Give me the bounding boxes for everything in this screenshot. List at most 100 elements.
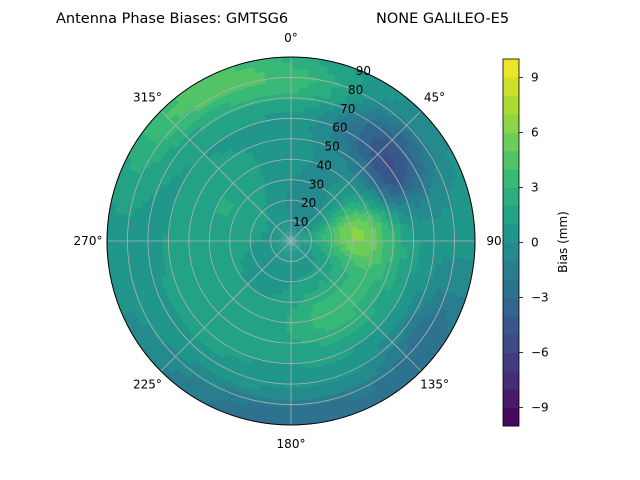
heatmap-cell	[321, 269, 328, 277]
heatmap-cell	[302, 234, 310, 238]
heatmap-cell	[310, 270, 317, 278]
heatmap-cell	[364, 241, 372, 247]
heatmap-cell	[279, 243, 286, 247]
heatmap-cell	[339, 241, 347, 245]
heatmap-cell	[138, 262, 148, 274]
heatmap-cell	[307, 348, 316, 357]
heatmap-cell	[338, 277, 347, 285]
heatmap-cell	[259, 266, 267, 274]
heatmap-cell	[259, 274, 266, 282]
heatmap-cell	[349, 203, 358, 212]
heatmap-cell	[295, 244, 302, 249]
heatmap-cell	[293, 308, 299, 316]
heatmap-cell	[283, 252, 287, 259]
heatmap-cell	[272, 124, 281, 132]
heatmap-cell	[257, 307, 265, 316]
heatmap-cell	[306, 259, 312, 266]
heatmap-cell	[287, 222, 290, 230]
heatmap-cell	[269, 250, 277, 256]
heatmap-cell	[413, 234, 421, 243]
heatmap-cell	[273, 193, 279, 201]
heatmap-cell	[264, 262, 271, 269]
heatmap-cell	[431, 241, 439, 251]
heatmap-cell	[256, 300, 264, 309]
radial-tick-label: 40	[317, 158, 332, 172]
heatmap-cell	[315, 359, 325, 368]
heatmap-cell	[255, 203, 263, 211]
heatmap-cell	[321, 205, 329, 213]
heatmap-cell	[327, 260, 336, 267]
heatmap-cell	[308, 195, 315, 203]
heatmap-cell	[306, 228, 314, 233]
heatmap-cell	[307, 75, 319, 84]
heatmap-cell	[305, 201, 312, 209]
heatmap-cell	[297, 225, 303, 232]
heatmap-cell	[258, 265, 265, 272]
heatmap-cell	[270, 355, 279, 364]
heatmap-cell	[284, 338, 291, 346]
heatmap-cell	[446, 206, 456, 218]
heatmap-cell	[281, 217, 286, 224]
heatmap-cell	[175, 257, 184, 266]
heatmap-cell	[304, 106, 314, 115]
heatmap-cell	[301, 186, 307, 194]
heatmap-cell	[245, 205, 254, 213]
heatmap-cell	[448, 215, 457, 226]
heatmap-cell	[285, 246, 289, 253]
heatmap-cell	[265, 81, 277, 90]
heatmap-cell	[399, 252, 408, 261]
heatmap-cell	[448, 257, 457, 269]
heatmap-cell	[291, 166, 296, 174]
heatmap-cell	[303, 112, 313, 121]
heatmap-cell	[294, 245, 300, 252]
heatmap-cell	[305, 215, 311, 223]
heatmap-cell	[314, 231, 322, 235]
heatmap-cell	[271, 267, 278, 275]
heatmap-cell	[353, 261, 362, 269]
heatmap-cell	[310, 221, 317, 227]
heatmap-cell	[261, 268, 268, 275]
heatmap-cell	[186, 228, 194, 236]
heatmap-cell	[250, 290, 258, 299]
heatmap-cell	[436, 256, 445, 267]
heatmap-cell	[296, 217, 301, 224]
heatmap-cell	[437, 224, 445, 235]
heatmap-cell	[318, 253, 326, 259]
heatmap-cell	[298, 225, 304, 232]
heatmap-cell	[261, 215, 269, 222]
heatmap-cell	[272, 235, 280, 239]
colorbar-tick-label: −9	[531, 401, 549, 415]
heatmap-cell	[407, 234, 415, 243]
heatmap-cell	[216, 207, 225, 215]
heatmap-cell	[272, 214, 278, 222]
heatmap-cell	[416, 212, 426, 223]
heatmap-cell	[249, 273, 257, 281]
heatmap-cell	[344, 206, 352, 214]
colorbar: −9 −6 −3 0 3 6 9	[502, 58, 549, 427]
heatmap-cell	[289, 394, 300, 402]
heatmap-cell	[220, 213, 229, 221]
heatmap-cell	[296, 258, 301, 265]
heatmap-cell	[320, 215, 328, 222]
heatmap-cell	[264, 392, 275, 401]
heatmap-cell	[305, 392, 317, 401]
heatmap-cell	[318, 173, 326, 182]
heatmap-cell	[224, 270, 233, 279]
colorbar-level	[503, 114, 519, 133]
heatmap-cell	[272, 244, 280, 247]
heatmap-cell	[266, 271, 273, 279]
heatmap-cell	[269, 106, 279, 114]
heatmap-cell	[263, 177, 270, 185]
heatmap-cell	[295, 223, 300, 231]
heatmap-cell	[273, 245, 281, 250]
heatmap-cell	[311, 262, 318, 270]
heatmap-cell	[284, 229, 289, 236]
heatmap-cell	[168, 220, 177, 229]
heatmap-cell	[276, 212, 282, 220]
heatmap-cell	[281, 223, 286, 231]
heatmap-cell	[291, 234, 295, 241]
heatmap-cell	[324, 254, 332, 260]
heatmap-cell	[437, 241, 445, 251]
heatmap-cell	[265, 386, 276, 395]
heatmap-cell	[280, 270, 285, 278]
